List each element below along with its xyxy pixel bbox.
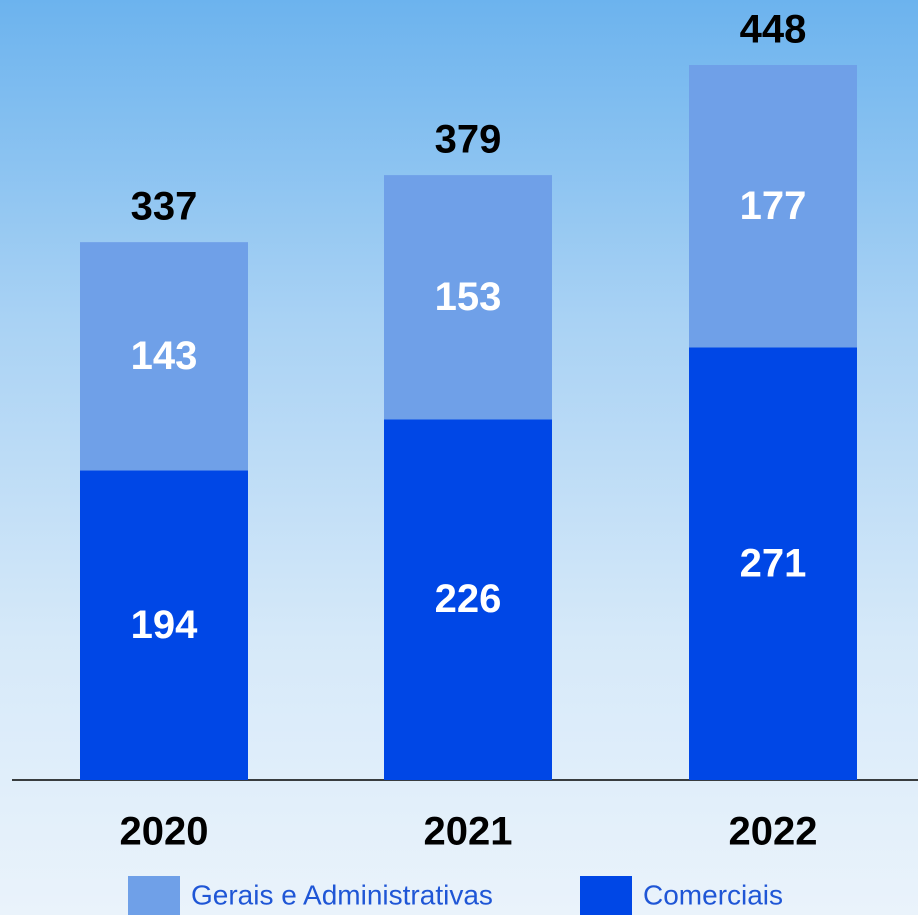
segment-label: 271 xyxy=(740,541,807,585)
legend-label: Comerciais xyxy=(643,879,783,910)
total-label: 448 xyxy=(740,8,807,52)
x-tick-label: 2020 xyxy=(120,810,209,854)
segment-label: 177 xyxy=(740,184,807,228)
legend-label: Gerais e Administrativas xyxy=(191,879,493,910)
x-tick-label: 2022 xyxy=(729,810,818,854)
segment-label: 153 xyxy=(435,275,502,319)
segment-label: 226 xyxy=(435,577,502,621)
x-tick-label: 2021 xyxy=(424,810,513,854)
bar-segment xyxy=(689,347,857,780)
segment-label: 194 xyxy=(131,603,198,647)
total-label: 379 xyxy=(435,118,502,162)
segment-label: 143 xyxy=(131,334,198,378)
bar-segment xyxy=(80,470,248,780)
bar-segment xyxy=(80,242,248,471)
legend-swatch xyxy=(128,876,180,915)
bar-segment xyxy=(384,419,552,780)
legend-swatch xyxy=(580,876,632,915)
total-label: 337 xyxy=(131,185,198,229)
bar-segment xyxy=(689,65,857,348)
bar-segment xyxy=(384,175,552,420)
